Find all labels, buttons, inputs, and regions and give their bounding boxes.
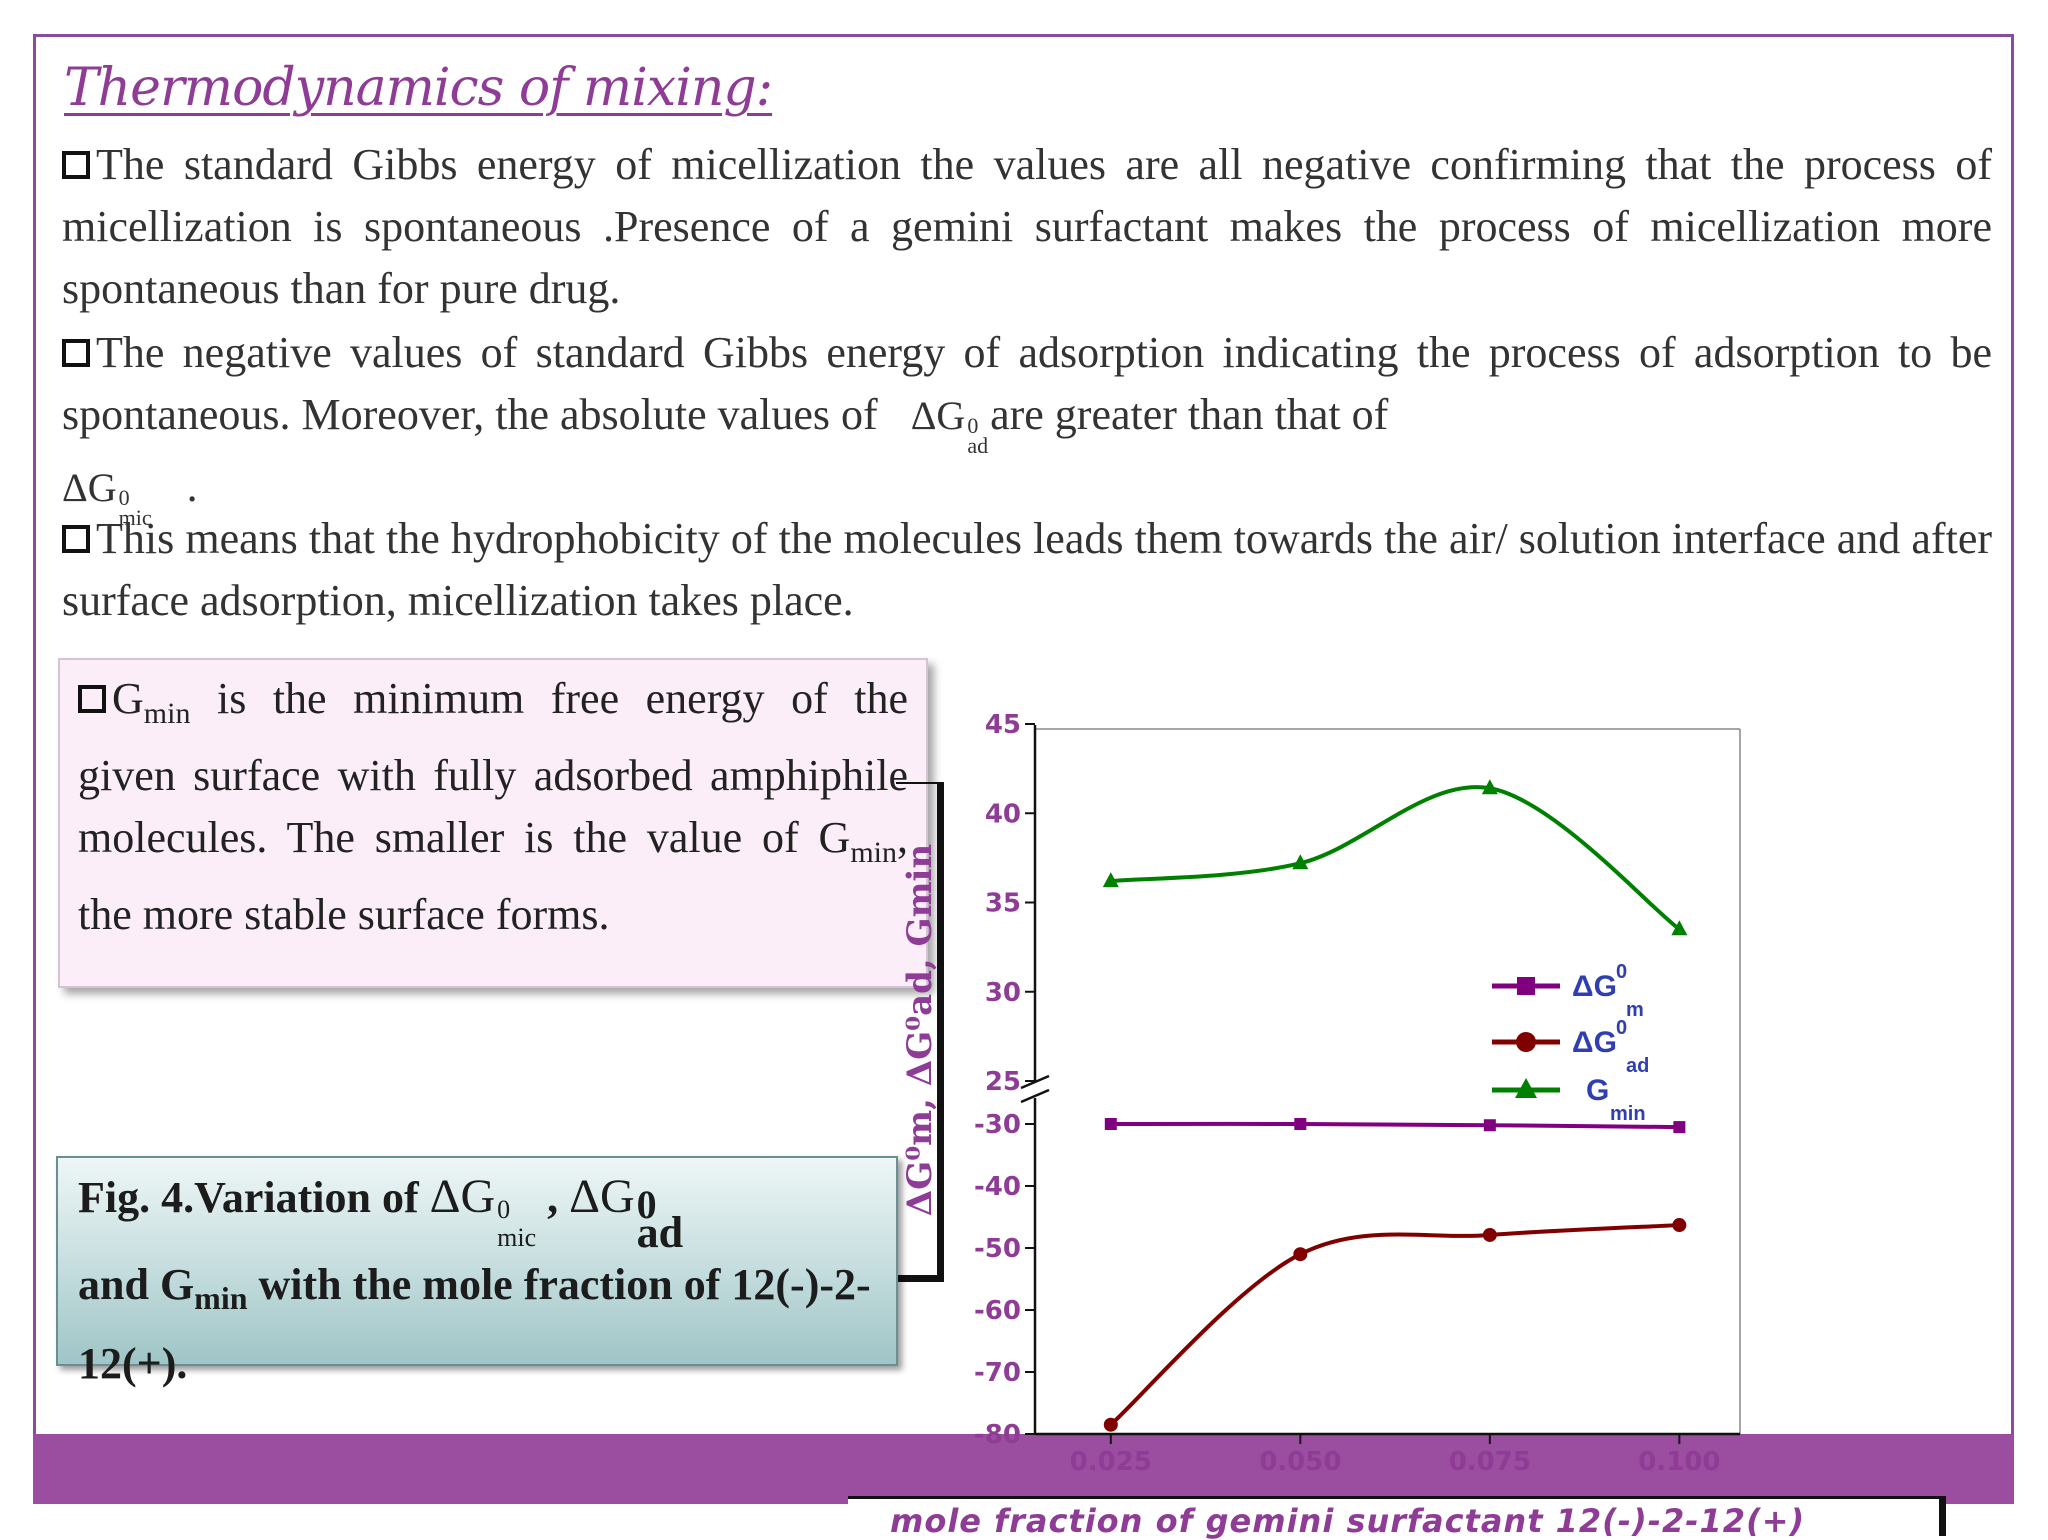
data-point-circle [1482, 1227, 1497, 1242]
data-point-triangle [1671, 920, 1688, 936]
gmin-definition-box: Gmin is the minimum free energy of the g… [58, 658, 928, 988]
legend-label-sub: ad [1626, 1055, 1649, 1077]
y-tick-label: 40 [985, 799, 1021, 829]
y-tick-label: -50 [974, 1234, 1021, 1264]
slide-frame [33, 34, 2014, 1504]
paragraph-2: The negative values of standard Gibbs en… [62, 328, 1992, 530]
data-point-circle [1672, 1218, 1687, 1233]
legend-label-sub: m [1626, 999, 1644, 1021]
y-tick-label: -30 [974, 1110, 1021, 1140]
data-point-square [1673, 1121, 1686, 1134]
y-tick-label: 30 [985, 978, 1021, 1008]
y-tick-label: 25 [985, 1067, 1021, 1097]
legend-marker-circle [1516, 1032, 1536, 1052]
delta-g-ad-symbol: ΔG 0 ad [910, 393, 989, 458]
data-point-square [1104, 1118, 1117, 1130]
x-axis-label-box [848, 1496, 1946, 1536]
data-point-triangle [1292, 854, 1309, 870]
y-tick-label: -80 [974, 1420, 1021, 1450]
y-tick-label: -40 [974, 1172, 1021, 1202]
legend-label-sup: 0 [1616, 961, 1627, 983]
delta-g-mic-symbol: ΔG 0 mic [62, 465, 152, 530]
x-tick-label: 0.025 [1070, 1447, 1152, 1477]
x-axis-label: mole fraction of gemini surfactant 12(-)… [890, 1502, 1806, 1540]
y-tick-label: -70 [974, 1358, 1021, 1388]
paragraph-1: The standard Gibbs energy of micellizati… [62, 140, 1992, 313]
y-axis-label: ΔG⁰m, ΔG⁰ad, Gmin [900, 843, 940, 1217]
x-tick-label: 0.100 [1638, 1447, 1720, 1477]
legend-marker-square [1517, 977, 1535, 995]
legend-label: G [1586, 1074, 1609, 1107]
line-chart: 45 40 35 30 25 -30 -40 -50 -60 -70 -80 0.025 0.050 0.… [974, 710, 1741, 1477]
chart-left-bracket [896, 782, 944, 1282]
caption-delta-g-mic: ΔG 0 mic [429, 1170, 537, 1252]
x-tick-label: 0.050 [1259, 1447, 1341, 1477]
y-tick-label: 35 [985, 889, 1021, 919]
figure-caption: Fig. 4.Variation of ΔG 0 mic , ΔG 0 ad and G… [56, 1156, 898, 1388]
paragraph-3: This means that the hydrophobicity of th… [62, 514, 1992, 625]
legend-marker-triangle [1515, 1078, 1537, 1098]
data-point-triangle [1102, 872, 1119, 888]
series-line [1109, 1223, 1680, 1427]
series-line [1110, 1121, 1680, 1130]
legend-label-sub: min [1610, 1103, 1646, 1125]
y-tick-label: 45 [985, 710, 1021, 740]
legend-label: ΔG [1572, 1026, 1617, 1059]
legend-label: ΔG [1572, 970, 1617, 1003]
data-point-triangle [1481, 779, 1498, 795]
slide-title: Thermodynamics of mixing: [64, 58, 773, 118]
bottom-bar [33, 1434, 2014, 1504]
series-line [1110, 785, 1681, 931]
data-point-square [1294, 1118, 1307, 1130]
data-point-square [1483, 1119, 1496, 1132]
legend-label-sup: 0 [1616, 1017, 1627, 1039]
y-tick-label: -60 [974, 1296, 1021, 1326]
caption-delta-g-ad: ΔG 0 ad [569, 1170, 684, 1257]
checkbox-bullet-icon [62, 339, 90, 367]
checkbox-bullet-icon [78, 685, 106, 713]
x-tick-label: 0.075 [1449, 1447, 1531, 1477]
checkbox-bullet-icon [62, 525, 90, 553]
checkbox-bullet-icon [62, 151, 90, 179]
data-point-circle [1293, 1247, 1308, 1262]
axis-break-mark-2 [1020, 1088, 1050, 1104]
data-point-circle [1103, 1417, 1118, 1432]
